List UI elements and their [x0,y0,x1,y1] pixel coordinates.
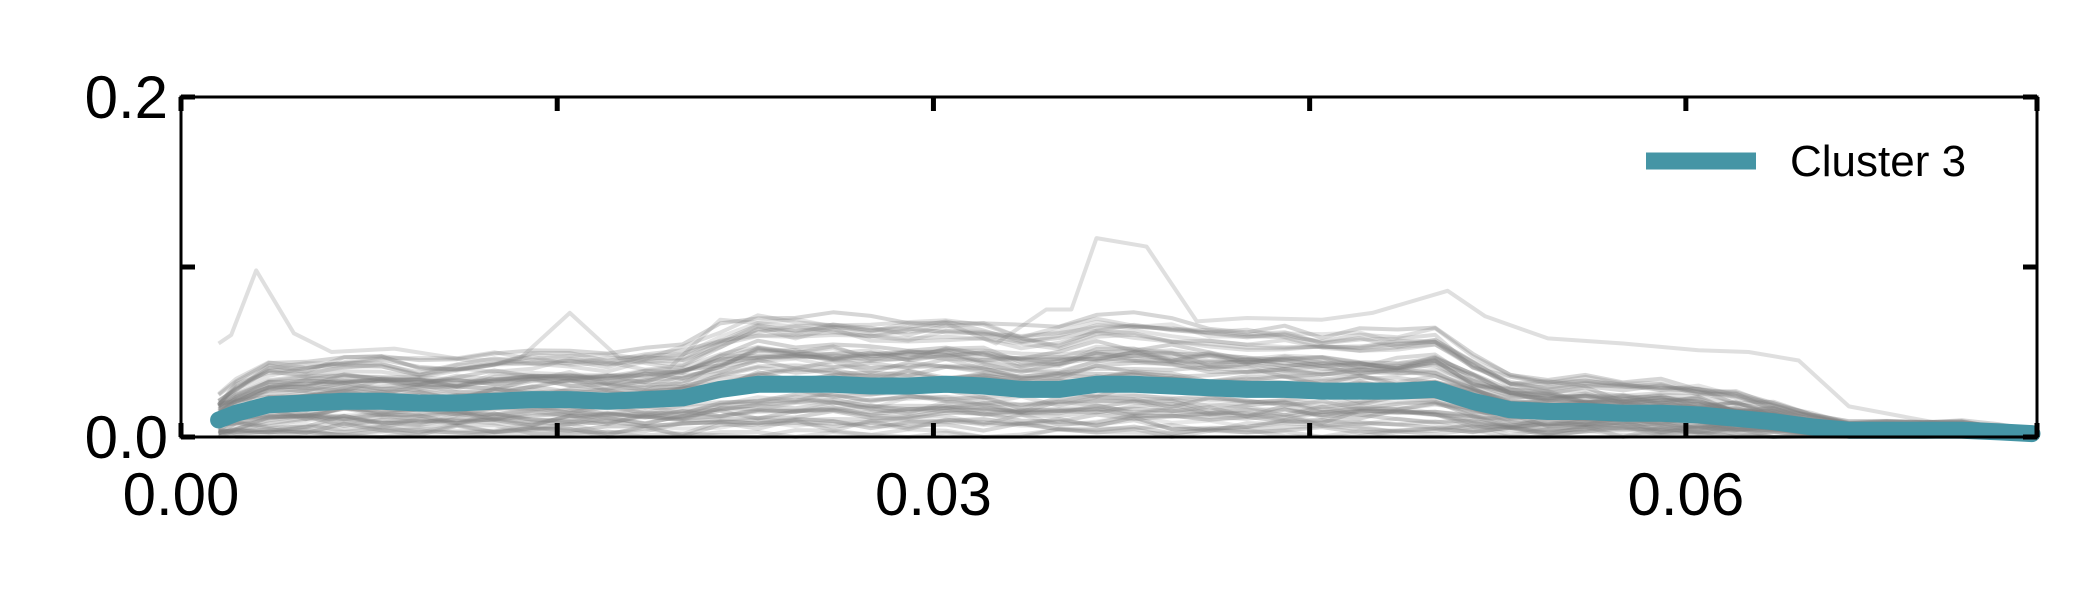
member-series-line [217,347,2033,433]
member-series-line [218,401,2033,438]
y-tick-label: 0.0 [85,404,168,471]
member-series-line [217,327,2033,433]
member-series-line [217,409,2033,439]
member-series-line [217,323,2033,433]
member-series-line [218,403,2033,437]
member-series-line [217,330,2033,433]
x-tick-label: 0.06 [1627,461,1744,528]
member-series-line [217,345,2033,433]
mean-series-line-cluster-3 [210,375,2041,443]
member-series-line [217,348,2033,436]
member-series-line [218,405,2033,439]
member-series-line [217,412,2033,439]
member-series-line [218,417,2033,439]
member-series-line [217,236,2033,436]
member-series-line [217,417,2033,439]
y-tick-label: 0.2 [85,64,168,131]
member-series-line [218,397,2033,438]
member-series-line [217,357,2033,435]
x-tick-label: 0.03 [875,461,992,528]
y-axis: 0.0 0.2 [85,64,2037,471]
member-series-line [218,414,2033,439]
member-series-line [217,310,2033,432]
member-series-line [218,415,2033,439]
member-series-line [217,328,2033,434]
member-series-line [217,392,2033,436]
legend: Cluster 3 [1646,137,1966,186]
member-series-line [218,420,2033,439]
x-tick-label: 0.00 [123,461,240,528]
legend-label: Cluster 3 [1790,137,1966,186]
member-series-line [217,319,2033,431]
member-series-line [217,313,2033,431]
member-series-line [217,317,2033,431]
member-series-line [217,345,2033,435]
member-series-line [217,325,2033,431]
member-series-line [217,322,2033,431]
